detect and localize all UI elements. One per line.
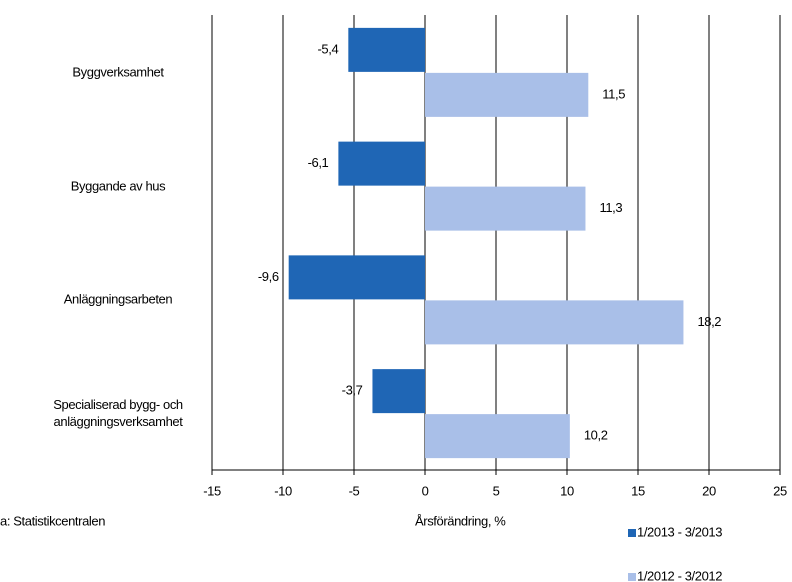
value-label: 11,3 [599,200,622,215]
legend-label: 1/2012 - 3/2012 [637,568,722,582]
x-tick-label: 15 [631,483,645,498]
bar [348,27,425,72]
x-tick-label: 25 [773,483,787,498]
value-label: -3,7 [342,383,363,398]
category-label: Byggande av hus [70,178,166,194]
x-tick-label: 5 [493,483,500,498]
x-tick-label: -10 [274,483,292,498]
source: a: Statistikcentralen [0,513,105,528]
x-axis-label: Årsförändring, % [415,513,506,528]
value-label: 10,2 [584,428,608,443]
bar [372,369,425,414]
x-tick-label: -5 [349,483,360,498]
legend-swatch [628,529,636,537]
x-tick-label: 20 [702,483,716,498]
bar [425,300,684,345]
value-label: 11,5 [602,86,625,101]
legend-swatch [628,573,636,581]
value-label: 18,2 [697,314,721,329]
x-tick-label: 0 [422,483,429,498]
value-label: -5,4 [318,41,339,56]
bar [288,255,425,300]
category-label: Specialiserad bygg- och anläggningsverks… [53,397,183,430]
category-label: Anläggningsarbeten [63,291,173,307]
value-label: -9,6 [258,269,279,284]
value-label: -6,1 [308,155,329,170]
x-tick-label: 10 [560,483,574,498]
legend-label: 1/2013 - 3/2013 [637,524,722,539]
bar [425,414,570,459]
category-label: Byggverksamhet [72,64,164,80]
bar [338,141,425,186]
bar [425,186,586,231]
x-tick-label: -15 [203,483,221,498]
bar [425,72,589,117]
